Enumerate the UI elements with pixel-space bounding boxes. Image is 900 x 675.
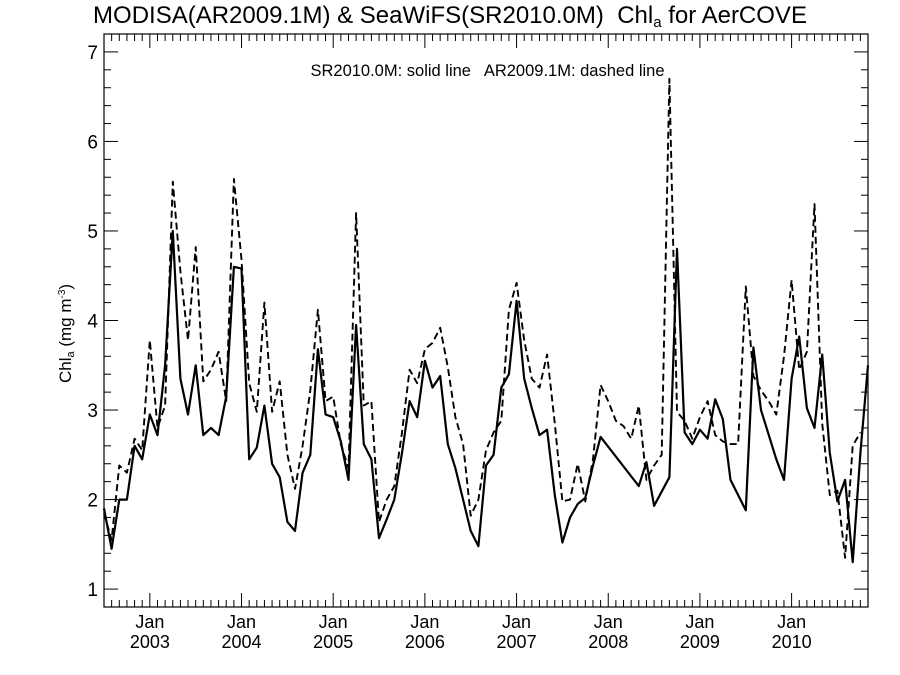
title-subscript: a: [653, 14, 662, 31]
y-tick-label: 6: [87, 132, 98, 153]
x-tick-month-label: Jan: [777, 612, 806, 632]
x-tick-year-label: 2004: [221, 632, 261, 652]
series-line-solid: [102, 229, 870, 564]
y-tick-label: 5: [87, 222, 98, 243]
title-suffix: for AerCOVE: [661, 2, 807, 29]
y-tick-label: 3: [87, 401, 98, 422]
y-tick-label: 1: [87, 580, 98, 601]
x-tick-year-label: 2006: [405, 632, 445, 652]
x-tick-year-label: 2003: [130, 632, 170, 652]
x-tick-year-label: 2007: [497, 632, 537, 652]
y-tick-label: 7: [87, 43, 98, 64]
x-tick-month-label: Jan: [410, 612, 439, 632]
series-layer: [102, 77, 870, 564]
series-line-dashed: [103, 77, 862, 559]
x-tick-month-label: Jan: [502, 612, 531, 632]
title-text: MODISA(AR2009.1M) & SeaWiFS(SR2010.0M) C…: [93, 2, 654, 29]
plot-frame: [103, 33, 869, 608]
y-tick-label: 2: [87, 491, 98, 512]
x-tick-month-label: Jan: [594, 612, 623, 632]
line-style-annotation: SR2010.0M: solid line AR2009.1M: dashed …: [310, 62, 665, 80]
chart-title: MODISA(AR2009.1M) & SeaWiFS(SR2010.0M) C…: [0, 2, 900, 31]
x-tick-year-label: 2008: [588, 632, 628, 652]
x-tick-year-label: 2009: [680, 632, 720, 652]
x-tick-month-label: Jan: [319, 612, 348, 632]
x-tick-year-label: 2005: [313, 632, 353, 652]
x-tick-month-label: Jan: [227, 612, 256, 632]
axis-ticks: [103, 34, 869, 607]
y-tick-label: 4: [87, 312, 98, 333]
tick-labels: 1234567Jan2003Jan2004Jan2005Jan2006Jan20…: [87, 43, 811, 652]
x-tick-year-label: 2010: [772, 632, 812, 652]
x-tick-month-label: Jan: [685, 612, 714, 632]
x-tick-month-label: Jan: [135, 612, 164, 632]
